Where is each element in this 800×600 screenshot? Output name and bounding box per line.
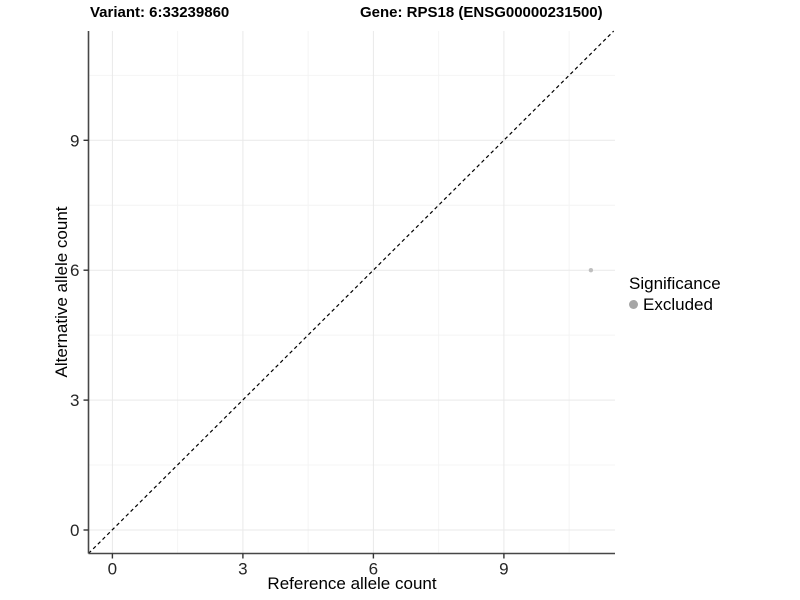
y-tick-label: 9 <box>70 131 79 150</box>
x-axis-title: Reference allele count <box>267 574 437 593</box>
legend: Significance Excluded <box>629 274 721 314</box>
y-tick-label: 0 <box>70 521 79 540</box>
x-tick-label: 3 <box>238 560 247 579</box>
identity-line <box>88 30 615 554</box>
x-tick-label: 6 <box>369 560 378 579</box>
legend-item-label: Excluded <box>643 295 713 314</box>
data-point <box>588 268 594 273</box>
x-tick-label: 9 <box>499 560 508 579</box>
x-tick-label: 0 <box>108 560 117 579</box>
y-tick-label: 6 <box>70 261 79 280</box>
gene-title: Gene: RPS18 (ENSG00000231500) <box>360 4 603 21</box>
legend-point-icon <box>629 300 638 309</box>
legend-title: Significance <box>629 274 721 293</box>
y-tick-label: 3 <box>70 391 79 410</box>
variant-title: Variant: 6:33239860 <box>90 4 230 21</box>
y-axis-title: Alternative allele count <box>52 206 71 378</box>
legend-item-excluded: Excluded <box>629 295 721 314</box>
